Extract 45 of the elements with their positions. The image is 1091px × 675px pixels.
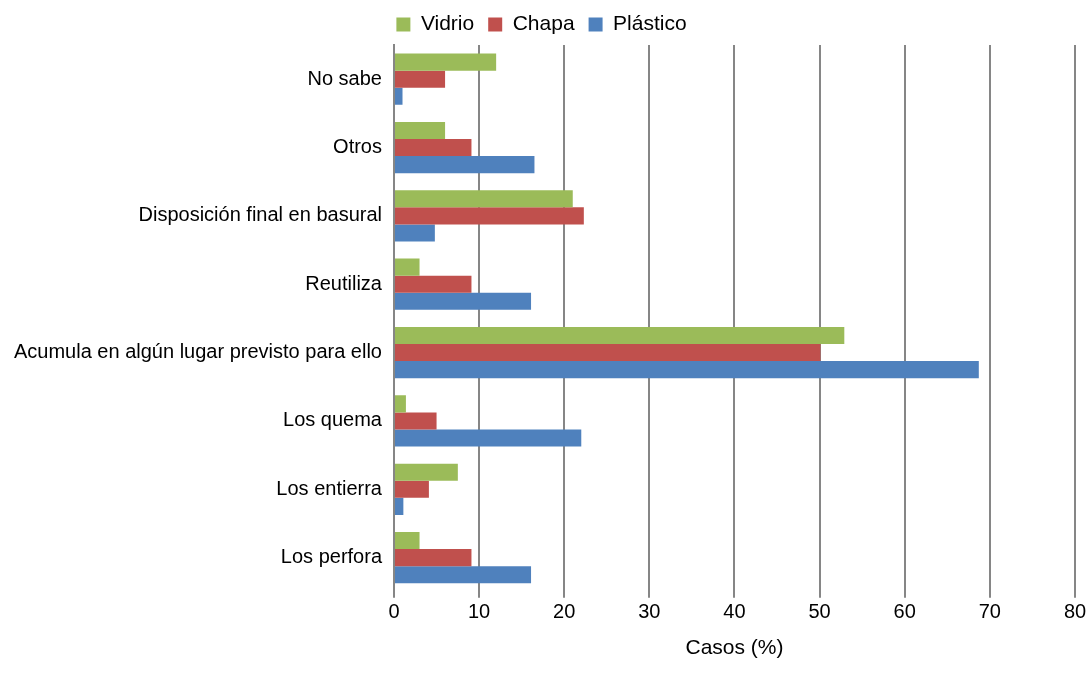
bar	[395, 395, 406, 413]
bar	[395, 497, 404, 515]
x-tick-label: 10	[468, 600, 491, 623]
bar	[395, 292, 532, 310]
bar	[395, 361, 979, 379]
y-tick-label: Los entierra	[276, 476, 383, 499]
bar	[395, 275, 472, 293]
x-tick-label: 50	[808, 600, 831, 623]
x-tick-label: 0	[388, 600, 400, 623]
y-tick-label: Otros	[333, 135, 382, 158]
x-tick-label: 40	[723, 600, 746, 623]
y-tick-label: Los perfora	[280, 545, 383, 568]
y-tick-label: Disposición final en basural	[138, 203, 382, 226]
bar	[395, 480, 429, 498]
bar	[395, 429, 582, 447]
bar	[395, 566, 532, 584]
legend-label: Plástico	[613, 11, 687, 35]
y-tick-label: No sabe	[307, 66, 382, 89]
legend-label: Vidrio	[420, 11, 475, 35]
bar	[395, 549, 472, 567]
x-tick-label: 70	[978, 600, 1001, 623]
y-tick-label: Reutiliza	[305, 271, 383, 294]
x-tick-label: 30	[638, 600, 661, 623]
bar	[395, 53, 497, 71]
bar	[395, 531, 420, 550]
bar	[395, 344, 821, 362]
x-tick-label: 80	[1063, 600, 1087, 623]
bar	[395, 138, 472, 157]
bar	[395, 207, 584, 225]
y-tick-label: Acumula en algún lugar previsto para ello	[14, 340, 382, 363]
bar	[395, 412, 437, 430]
bar	[395, 224, 435, 242]
bar	[395, 70, 446, 88]
legend-label: Chapa	[512, 11, 575, 35]
x-tick-label: 20	[553, 600, 576, 623]
x-tick-label: 60	[893, 600, 916, 623]
bar	[395, 156, 535, 174]
x-axis-title: Casos (%)	[685, 635, 784, 659]
bar	[395, 326, 845, 345]
bar	[395, 463, 458, 481]
bar	[395, 121, 446, 139]
y-tick-label: Los quema	[283, 408, 383, 431]
bar	[395, 87, 403, 105]
bar	[395, 190, 573, 208]
bar	[395, 258, 420, 276]
